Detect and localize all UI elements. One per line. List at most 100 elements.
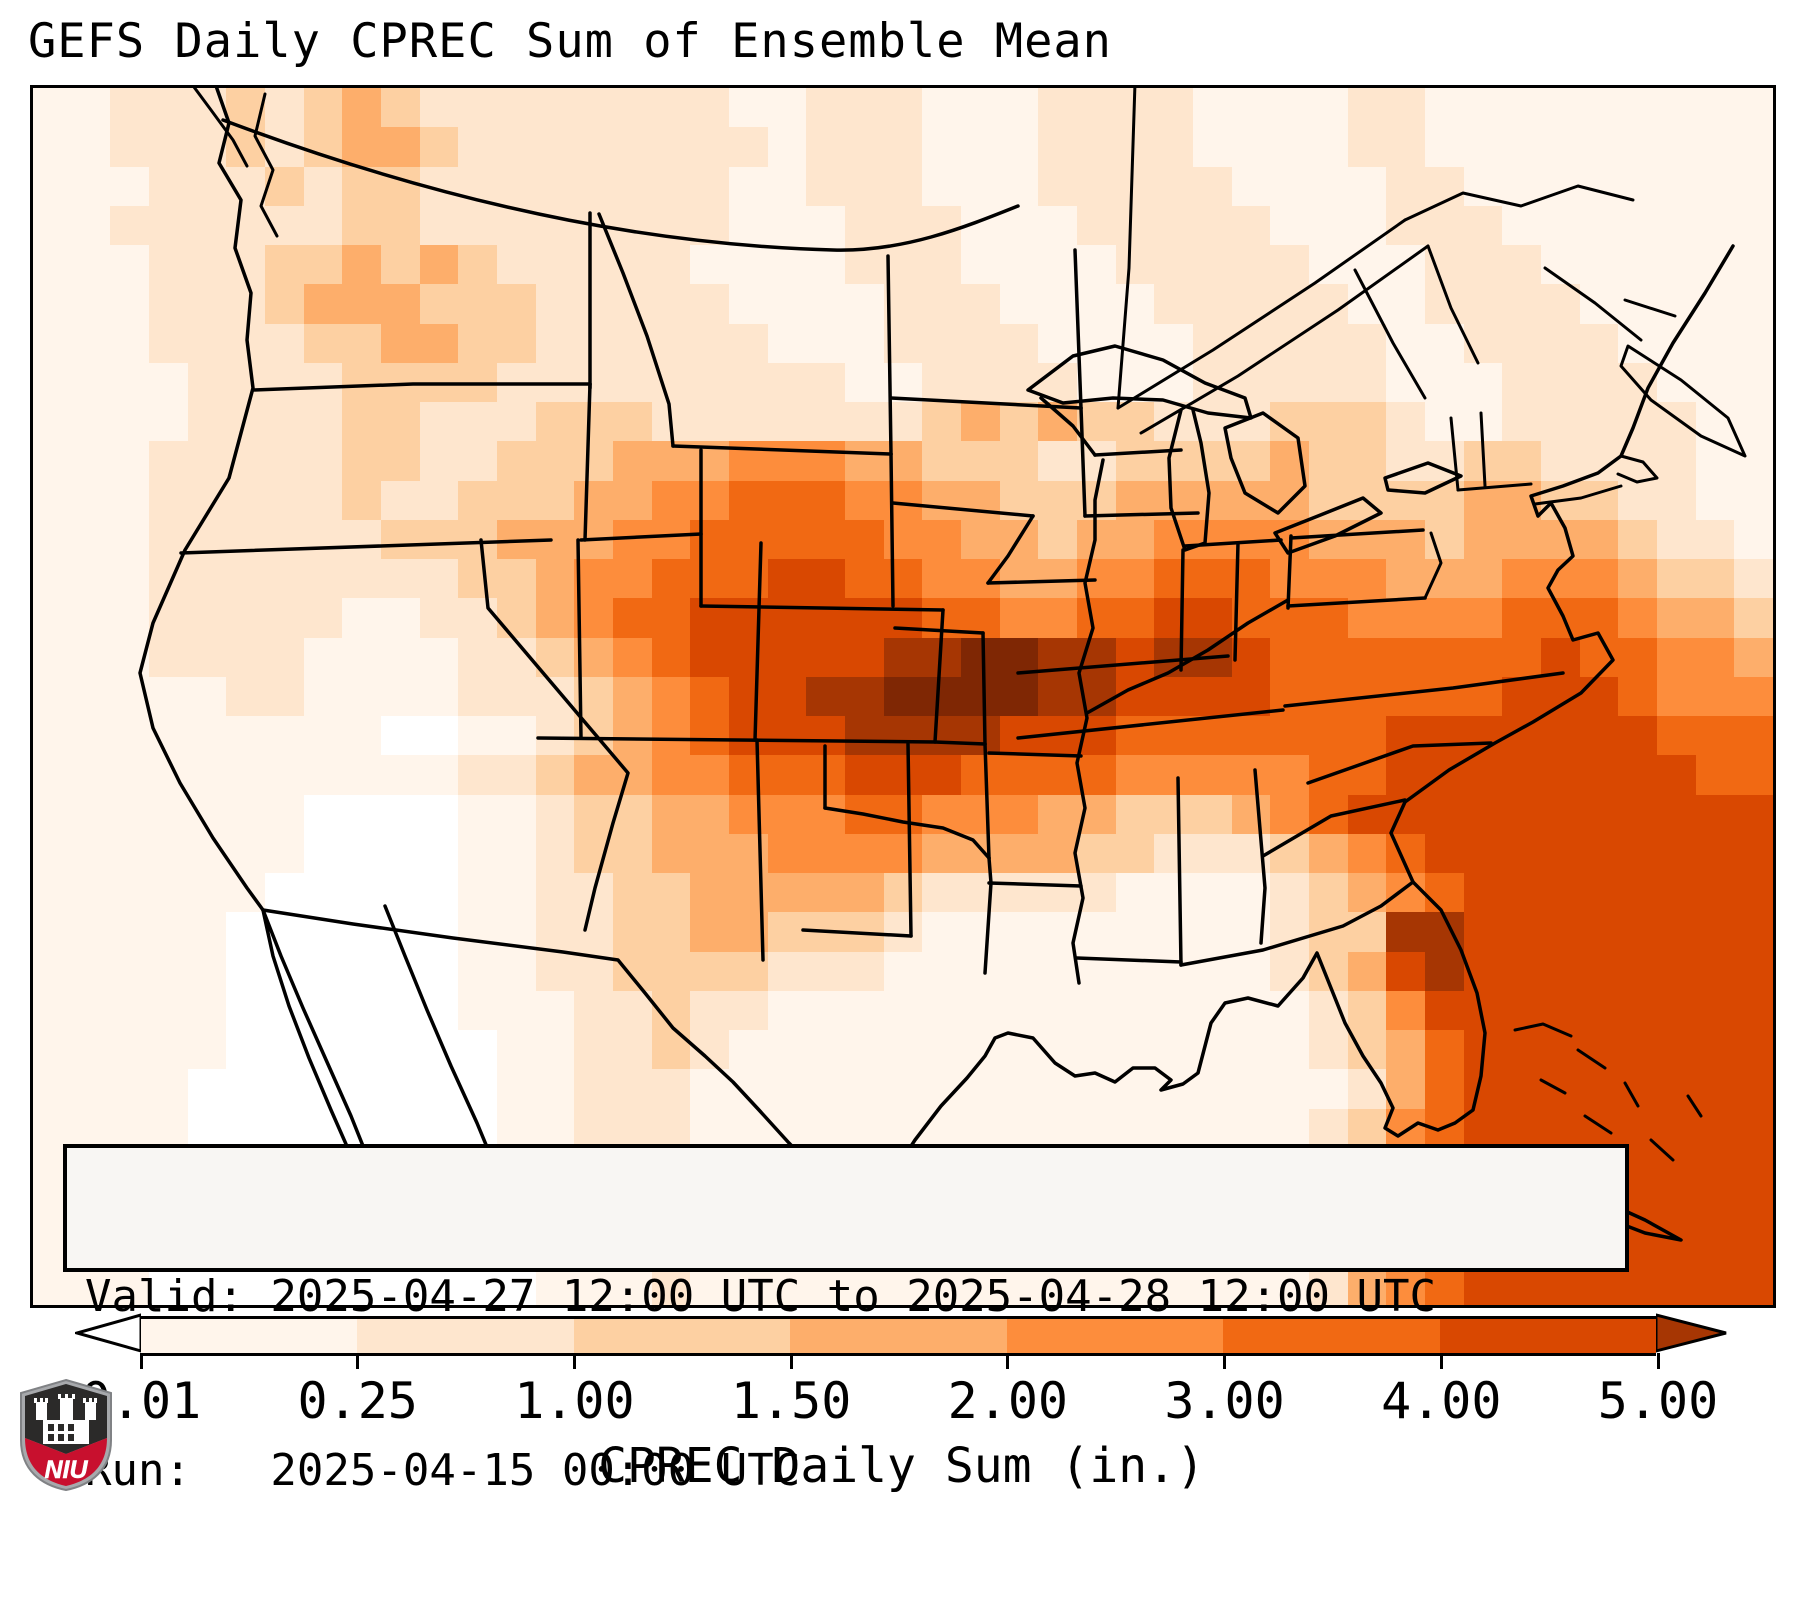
niu-logo: NIU	[20, 1378, 112, 1492]
maine-nb-border	[1426, 244, 1480, 365]
lake-ontario	[1383, 461, 1463, 495]
canada-border	[221, 118, 1020, 252]
lake-superior	[1026, 344, 1253, 420]
niu-shield-bottom	[25, 1438, 107, 1486]
colorbar-tick-label: 3.00	[1164, 1372, 1285, 1430]
va-nc-border	[1283, 671, 1565, 708]
ok-ar-border	[983, 742, 991, 860]
ky-tn-border	[1016, 654, 1230, 675]
colorbar-tick	[572, 1353, 576, 1369]
oh-pa-border	[1286, 534, 1293, 610]
colorbar-label: CPREC Daily Sum (in.)	[598, 1438, 1205, 1494]
colorbar-tick	[1006, 1353, 1010, 1369]
mt-nd-border	[886, 254, 893, 456]
mn-wi-border	[1039, 396, 1097, 457]
colorbar-tick	[1439, 1353, 1443, 1369]
mn-nd-border	[1073, 248, 1083, 410]
ne-ks-border	[893, 626, 985, 635]
ia-mo-border	[986, 578, 1097, 585]
pa-ny-border	[1289, 528, 1425, 540]
colorbar-tick-label: 1.50	[730, 1372, 852, 1430]
colorbar-tick	[1656, 1353, 1660, 1369]
pa-south-border	[1286, 596, 1427, 608]
nc-sc-border	[1306, 741, 1493, 785]
red-river-ok-tx	[823, 806, 991, 860]
colorbar-tick	[789, 1353, 793, 1369]
tx-nm-south-border	[801, 928, 913, 938]
state-borders-overlay	[138, 88, 1747, 1260]
mn-ia-border	[1083, 511, 1200, 518]
figure-title: GEFS Daily CPREC Sum of Ensemble Mean	[28, 14, 1112, 69]
info-box: Valid: 2025-04-27 12:00 UTC to 2025-04-2…	[63, 1144, 1629, 1496]
ohio-river	[1085, 598, 1290, 715]
wy-south-border	[699, 604, 945, 612]
ms-al-border	[1176, 776, 1183, 967]
new-brunswick-coast	[1543, 266, 1643, 342]
nv-ut-border	[576, 538, 583, 740]
colorbar-tick-label: 4.00	[1381, 1372, 1502, 1430]
or-id-border	[583, 382, 592, 542]
ut-co-border	[753, 541, 763, 742]
ks-mo-border	[981, 631, 987, 746]
colorbar-tick-label: 1.00	[514, 1372, 635, 1430]
nova-scotia	[1619, 344, 1747, 458]
al-ga-border	[1253, 768, 1267, 945]
colorbar-tick	[356, 1353, 360, 1369]
colorbar-over-arrow	[1656, 1313, 1727, 1353]
long-island	[1533, 484, 1623, 506]
puget-sound	[253, 92, 279, 238]
vt-nh-border	[1479, 411, 1487, 488]
colorbar-segments	[141, 1316, 1656, 1356]
wy-east-border	[889, 452, 895, 608]
maine-quebec-border	[1353, 268, 1427, 400]
atlantic-coast	[1389, 244, 1735, 884]
ga-fl-border	[1179, 880, 1415, 967]
ny-vt-border	[1449, 416, 1460, 492]
cape-cod	[1616, 454, 1659, 484]
run-text: Run: 2025-04-15 00:00 UTC	[85, 1445, 801, 1496]
or-ca-border	[179, 538, 553, 555]
id-mt-border	[597, 212, 675, 448]
lake-michigan	[1167, 408, 1211, 552]
st-lawrence-south-shore	[1139, 244, 1430, 435]
ar-la-border	[987, 881, 1083, 888]
mississippi-river	[1071, 458, 1105, 985]
ma-ct-border	[1456, 482, 1533, 492]
gaspe-coast	[1403, 184, 1635, 222]
ontario-quebec-border	[1116, 88, 1137, 410]
lake-erie	[1273, 496, 1383, 555]
parallel-37n	[536, 736, 987, 746]
prince-edward-island	[1623, 298, 1677, 318]
colorbar-tick-label: 2.00	[947, 1372, 1069, 1430]
niu-logo-text: NIU	[44, 1456, 88, 1484]
ne-ia-missouri-river	[986, 514, 1035, 585]
colorbar-under-arrow	[75, 1313, 141, 1353]
sd-mn-border	[1079, 406, 1087, 518]
nj-pa-delaware-river	[1423, 531, 1443, 600]
sc-ga-border	[1261, 798, 1407, 858]
mt-wy-border	[671, 444, 893, 456]
mo-ar-border	[987, 751, 1083, 758]
sd-ne-border	[891, 501, 1035, 518]
id-south-border	[579, 532, 703, 542]
ca-nv-border	[479, 538, 630, 932]
valid-text: Valid: 2025-04-27 12:00 UTC to 2025-04-2…	[85, 1271, 1437, 1322]
tx-la-border	[983, 856, 993, 975]
in-oh-border	[1233, 541, 1240, 662]
az-nm-border	[755, 738, 765, 962]
tn-south-border	[1016, 708, 1285, 740]
nm-tx-border	[906, 742, 913, 938]
map-panel: Valid: 2025-04-27 12:00 UTC to 2025-04-2…	[30, 85, 1776, 1496]
st-lawrence-north-shore	[1116, 218, 1407, 410]
castle-windows	[48, 1424, 74, 1441]
mi-south-border	[1183, 538, 1283, 548]
colorbar-tick	[1223, 1353, 1227, 1369]
la-ms-border	[1075, 956, 1183, 964]
pacific-coast	[138, 88, 265, 912]
vancouver-island	[192, 88, 249, 168]
colorbar-tick	[139, 1353, 143, 1369]
lake-huron	[1223, 411, 1307, 515]
il-in-border	[1179, 548, 1185, 672]
gulf-coast-florida	[861, 880, 1487, 1214]
colorbar-tick-label: 5.00	[1597, 1372, 1719, 1430]
